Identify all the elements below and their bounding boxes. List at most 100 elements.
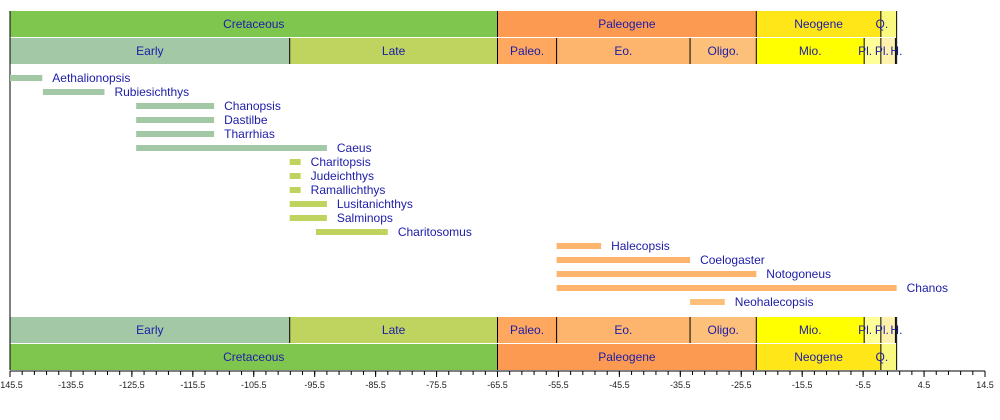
epoch-label: Late	[382, 44, 406, 58]
taxon-range-bar	[10, 75, 43, 81]
period-label: Paleogene	[598, 17, 656, 31]
taxon-label: Charitopsis	[311, 155, 371, 169]
x-tick-label: -95.5	[304, 380, 325, 390]
taxon-label: Halecopsis	[611, 239, 670, 253]
taxon-label: Charitosomus	[398, 225, 472, 239]
x-tick-label: -15.5	[792, 380, 813, 390]
x-tick-label: -45.5	[609, 380, 630, 390]
epoch-band	[289, 38, 498, 64]
taxon-range-bar	[690, 299, 725, 305]
period-label: Q.	[876, 17, 889, 31]
x-tick-label: -115.5	[180, 380, 205, 390]
period-band	[497, 11, 757, 37]
epoch-label: Pl.	[858, 44, 872, 58]
epoch-band	[289, 317, 498, 343]
epoch-label: Paleo.	[510, 323, 544, 337]
period-label: Neogene	[794, 350, 843, 364]
x-tick-label: -65.5	[487, 380, 508, 390]
x-tick-label: -105.5	[241, 380, 267, 390]
taxon-range-bar	[556, 243, 602, 249]
period-band	[10, 11, 498, 37]
taxon-label: Judeichthys	[311, 169, 374, 183]
period-band	[880, 344, 897, 370]
epoch-band	[497, 317, 557, 343]
taxon-label: Chanos	[907, 281, 948, 295]
x-tick-label: 14.5	[976, 380, 994, 390]
taxon-range-bar	[289, 159, 301, 165]
x-tick-label: -125.5	[119, 380, 145, 390]
taxon-label: Chanopsis	[224, 99, 281, 113]
taxon-label: Aethalionopsis	[52, 71, 130, 85]
x-tick-label: -55.5	[548, 380, 569, 390]
epoch-band	[756, 38, 865, 64]
epoch-band	[497, 38, 557, 64]
epoch-band	[895, 38, 897, 64]
period-band	[497, 344, 757, 370]
epoch-label: Paleo.	[510, 44, 544, 58]
taxon-range-bar	[289, 173, 301, 179]
taxon-range-bar	[556, 257, 691, 263]
period-label: Neogene	[794, 17, 843, 31]
epoch-label: Eo.	[614, 323, 632, 337]
taxon-range-bar	[136, 103, 215, 109]
epoch-band	[556, 317, 691, 343]
taxon-range-bar	[136, 131, 215, 137]
epoch-label: Early	[136, 323, 163, 337]
epoch-label: Oligo.	[708, 323, 739, 337]
taxon-label: Ramallichthys	[311, 183, 386, 197]
taxon-range-bar	[289, 215, 327, 221]
epoch-band	[690, 38, 757, 64]
taxon-range-bar	[556, 271, 757, 277]
taxon-range-bar	[556, 285, 897, 291]
x-tick-label: -35.5	[670, 380, 691, 390]
x-tick-label: -75.5	[426, 380, 447, 390]
taxon-label: Dastilbe	[224, 113, 268, 127]
epoch-label: Mio.	[799, 44, 822, 58]
epoch-band	[864, 38, 881, 64]
epoch-label: Pl.	[858, 323, 872, 337]
period-band	[880, 11, 897, 37]
epoch-band	[556, 38, 691, 64]
period-band	[10, 344, 498, 370]
x-tick-label: -5.5	[855, 380, 871, 390]
x-tick-label: -135.5	[58, 380, 84, 390]
period-label: Cretaceous	[223, 17, 284, 31]
epoch-label: Late	[382, 323, 406, 337]
taxon-range-bar	[136, 145, 327, 151]
epoch-label: Oligo.	[708, 44, 739, 58]
taxon-label: Coelogaster	[700, 253, 765, 267]
taxon-label: Salminops	[337, 211, 393, 225]
epoch-label: Mio.	[799, 323, 822, 337]
epoch-label: Early	[136, 44, 163, 58]
taxon-range-bar	[315, 229, 388, 235]
x-tick-label: -25.5	[731, 380, 752, 390]
period-label: Cretaceous	[223, 350, 284, 364]
taxon-label: Rubiesichthys	[114, 85, 189, 99]
x-tick-label: -85.5	[365, 380, 386, 390]
epoch-band	[10, 38, 290, 64]
taxon-range-bar	[289, 201, 327, 207]
epoch-label: Pl.	[875, 323, 889, 337]
epoch-band	[756, 317, 865, 343]
period-label: Q.	[876, 350, 889, 364]
taxon-label: Lusitanichthys	[337, 197, 413, 211]
taxon-range-bar	[42, 89, 105, 95]
taxon-label: Caeus	[337, 141, 372, 155]
period-band	[756, 344, 881, 370]
epoch-band	[864, 317, 881, 343]
taxon-range-bar	[136, 117, 215, 123]
epoch-band	[880, 38, 896, 64]
epoch-band	[880, 317, 896, 343]
period-band	[756, 11, 881, 37]
taxon-range-bar	[289, 187, 301, 193]
x-tick-label: -145.5	[0, 380, 23, 390]
epoch-label: Pl.	[875, 44, 889, 58]
epoch-band	[895, 317, 897, 343]
x-tick-label: 4.5	[918, 380, 931, 390]
taxon-label: Notogoneus	[766, 267, 831, 281]
taxon-label: Neohalecopsis	[735, 295, 814, 309]
epoch-band	[690, 317, 757, 343]
epoch-band	[10, 317, 290, 343]
period-label: Paleogene	[598, 350, 656, 364]
